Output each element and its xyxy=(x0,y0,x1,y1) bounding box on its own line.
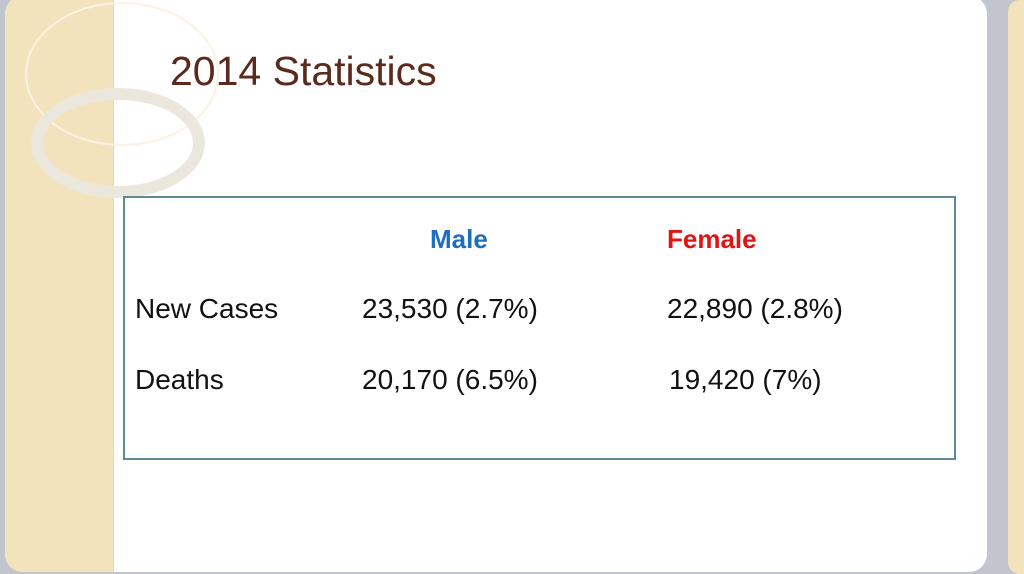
slide-title: 2014 Statistics xyxy=(170,48,437,94)
slide xyxy=(5,0,987,572)
decorative-ring xyxy=(31,88,205,198)
cell-female: 22,890 (2.8%) xyxy=(667,293,843,324)
next-slide-edge[interactable] xyxy=(1008,0,1024,574)
decorative-side-strip xyxy=(5,0,219,572)
row-label: Deaths xyxy=(135,364,224,395)
cell-female: 19,420 (7%) xyxy=(669,364,822,395)
cell-male: 20,170 (6.5%) xyxy=(362,364,538,395)
row-label: New Cases xyxy=(135,293,279,324)
statistics-table-box xyxy=(123,196,956,460)
cell-male: 23,530 (2.7%) xyxy=(362,293,538,324)
header-male: Male xyxy=(430,224,488,254)
header-female: Female xyxy=(667,224,757,254)
